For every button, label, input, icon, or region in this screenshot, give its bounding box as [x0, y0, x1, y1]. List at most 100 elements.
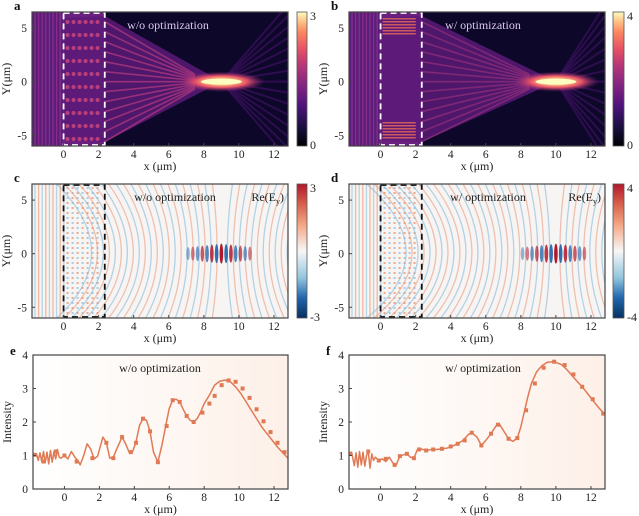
x-tick-label: 0 [62, 492, 68, 504]
data-marker [431, 447, 436, 452]
field-pixel [96, 277, 99, 279]
colorbar: 3 -3 [296, 181, 320, 324]
wavefront [484, 184, 503, 318]
hotspot [83, 20, 88, 24]
field-pixel [408, 257, 411, 259]
x-tick-label: 6 [483, 321, 489, 333]
hotspot [382, 125, 416, 127]
field-pixel [71, 247, 74, 249]
field-pixel [81, 202, 84, 204]
hotspot [71, 46, 76, 50]
colorbar-gradient [612, 11, 625, 147]
hotspot [77, 124, 82, 128]
panel-letter: d [331, 170, 339, 185]
field-pixel [76, 247, 79, 249]
hotspot [95, 46, 100, 50]
hotspot [65, 98, 70, 102]
field-pixel [96, 237, 99, 239]
hotspot [77, 85, 82, 89]
data-marker [479, 443, 484, 448]
y-tick-label: 0 [338, 77, 344, 89]
x-tick-label: 12 [268, 149, 280, 161]
wavefront [280, 208, 288, 295]
focal-oscillation [238, 245, 243, 262]
y-tick-label: -5 [334, 302, 344, 314]
field-pixel [81, 312, 84, 314]
field-pixel [398, 302, 401, 304]
axes-frame [31, 11, 289, 147]
field-pixel [76, 187, 79, 189]
x-tick-label: 6 [166, 149, 172, 161]
field-pixel [81, 257, 84, 259]
diverging-ray [555, 12, 602, 83]
field-pixel [96, 297, 99, 299]
hotspot [382, 30, 416, 32]
field-pixel [71, 257, 74, 259]
field-pixel [393, 242, 396, 244]
y-axis-label: Y(μm) [0, 63, 13, 95]
field-pixel [86, 237, 89, 239]
hotspot [71, 59, 76, 63]
field-pixel [81, 242, 84, 244]
data-marker [247, 395, 252, 400]
hotspot [77, 137, 82, 141]
field-pixel [66, 227, 69, 229]
hotspot [89, 124, 94, 128]
field-pixel [76, 222, 79, 224]
hotspot [89, 85, 94, 89]
data-marker [366, 449, 371, 454]
field-pixel [383, 282, 386, 284]
data-marker [404, 451, 409, 456]
plot-area [33, 355, 288, 489]
field-pixel [388, 267, 391, 269]
field-pixel [408, 297, 411, 299]
field-pixel [86, 292, 89, 294]
plot-area [32, 12, 288, 146]
field-pixel [383, 247, 386, 249]
x-axis-label: x (μm) [144, 502, 177, 516]
x-axis-label: x (μm) [144, 159, 177, 173]
field-pixel [403, 242, 406, 244]
field-pixel [398, 227, 401, 229]
beam-ray [104, 40, 196, 78]
field-pixel [388, 312, 391, 314]
hotspot [83, 59, 88, 63]
plot-background [33, 355, 288, 489]
hotspot [89, 72, 94, 76]
field-pixel [403, 287, 406, 289]
data-marker [184, 413, 189, 418]
wavefront [167, 184, 182, 318]
hotspot [65, 46, 70, 50]
field-pixel [388, 222, 391, 224]
data-marker [254, 407, 259, 412]
data-marker [33, 452, 37, 457]
field-pixel [398, 237, 401, 239]
field-pixel [408, 237, 411, 239]
hotspot [77, 20, 82, 24]
hotspot [95, 98, 100, 102]
field-pixel [393, 202, 396, 204]
field-pixel [96, 272, 99, 274]
field-pixel [398, 312, 401, 314]
hotspot [77, 98, 82, 102]
axes-frame [348, 183, 606, 319]
y-tick-label: 5 [21, 195, 27, 207]
field-pixel [81, 302, 84, 304]
field-pixel [398, 222, 401, 224]
field-pixel [383, 262, 386, 264]
wavefront [373, 184, 413, 318]
data-marker [41, 459, 46, 464]
field-pixel [96, 207, 99, 209]
field-pixel [71, 217, 74, 219]
y-axis-label: Intensity [316, 401, 330, 443]
wavefront [56, 184, 93, 318]
field-pixel [86, 207, 89, 209]
hotspot [382, 122, 416, 124]
data-marker [62, 453, 67, 458]
hotspot [65, 72, 70, 76]
field-pixel [71, 297, 74, 299]
data-marker [275, 440, 280, 445]
data-marker [134, 440, 139, 445]
field-pixel [81, 227, 84, 229]
focal-oscillation [582, 246, 587, 261]
